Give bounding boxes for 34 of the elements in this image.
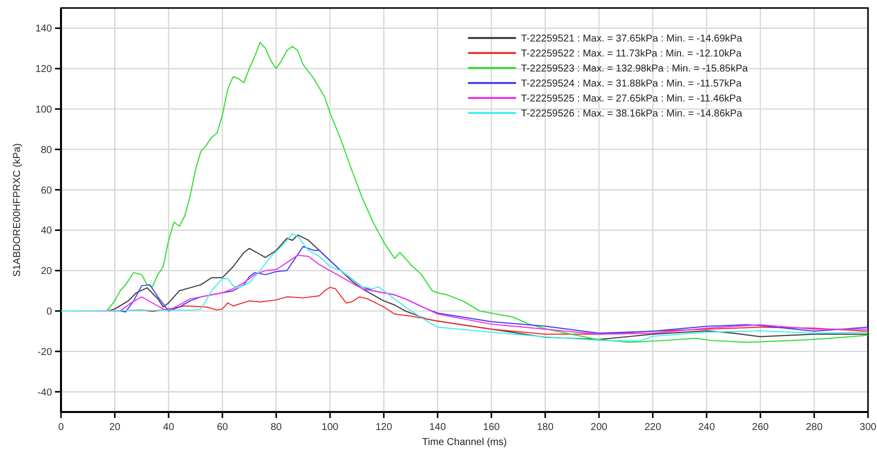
y-tick-label: -20 — [38, 346, 52, 358]
y-tick-label: 40 — [40, 226, 52, 237]
x-tick-label: 80 — [270, 422, 282, 433]
x-tick-label: 140 — [429, 422, 446, 433]
x-tick-label: 180 — [536, 422, 554, 433]
x-tick-label: 40 — [163, 422, 175, 433]
y-tick-label: 0 — [46, 306, 52, 318]
y-tick-label: 80 — [40, 144, 52, 156]
y-tick-label: 120 — [35, 64, 52, 76]
x-tick-label: 240 — [698, 422, 716, 433]
x-tick-label: 280 — [806, 422, 823, 433]
y-tick-label: 20 — [40, 266, 52, 278]
x-tick-label: 120 — [375, 422, 393, 433]
y-tick-label: -40 — [38, 387, 52, 398]
x-tick-label: 160 — [483, 422, 500, 433]
legend-label: T-22259524 : Max. = 31.88kPa : Min. = -11.57kPa — [521, 78, 742, 90]
x-tick-label: 220 — [644, 422, 662, 433]
y-tick-label: 100 — [35, 104, 52, 116]
x-tick-label: 0 — [58, 422, 64, 433]
y-tick-label: 140 — [35, 24, 52, 35]
legend-label: T-22259521 : Max. = 37.65kPa : Min. = -14.69kPa — [521, 34, 743, 44]
legend-label: T-22259526 : Max. = 38.16kPa : Min. = -14.86kPa — [521, 108, 743, 120]
x-tick-label: 300 — [860, 422, 877, 433]
legend-label: T-22259523 : Max. = 132.98kPa : Min. = -15.85kPa — [521, 64, 748, 74]
x-tick-label: 200 — [590, 422, 608, 433]
y-tick-label: 60 — [40, 185, 52, 196]
y-axis-title: S1ABDORE00HFPRXC (kPa) — [12, 143, 23, 277]
x-tick-label: 260 — [752, 422, 770, 433]
x-tick-label: 20 — [109, 422, 121, 433]
x-tick-label: 100 — [322, 422, 339, 433]
legend-label: T-22259525 : Max. = 27.65kPa : Min. = -11.46kPa — [521, 94, 742, 104]
x-axis-title: Time Channel (ms) — [422, 437, 507, 448]
legend-label: T-22259522 : Max. = 11.73kPa : Min. = -12.10kPa — [521, 48, 742, 60]
x-tick-label: 60 — [216, 422, 228, 433]
